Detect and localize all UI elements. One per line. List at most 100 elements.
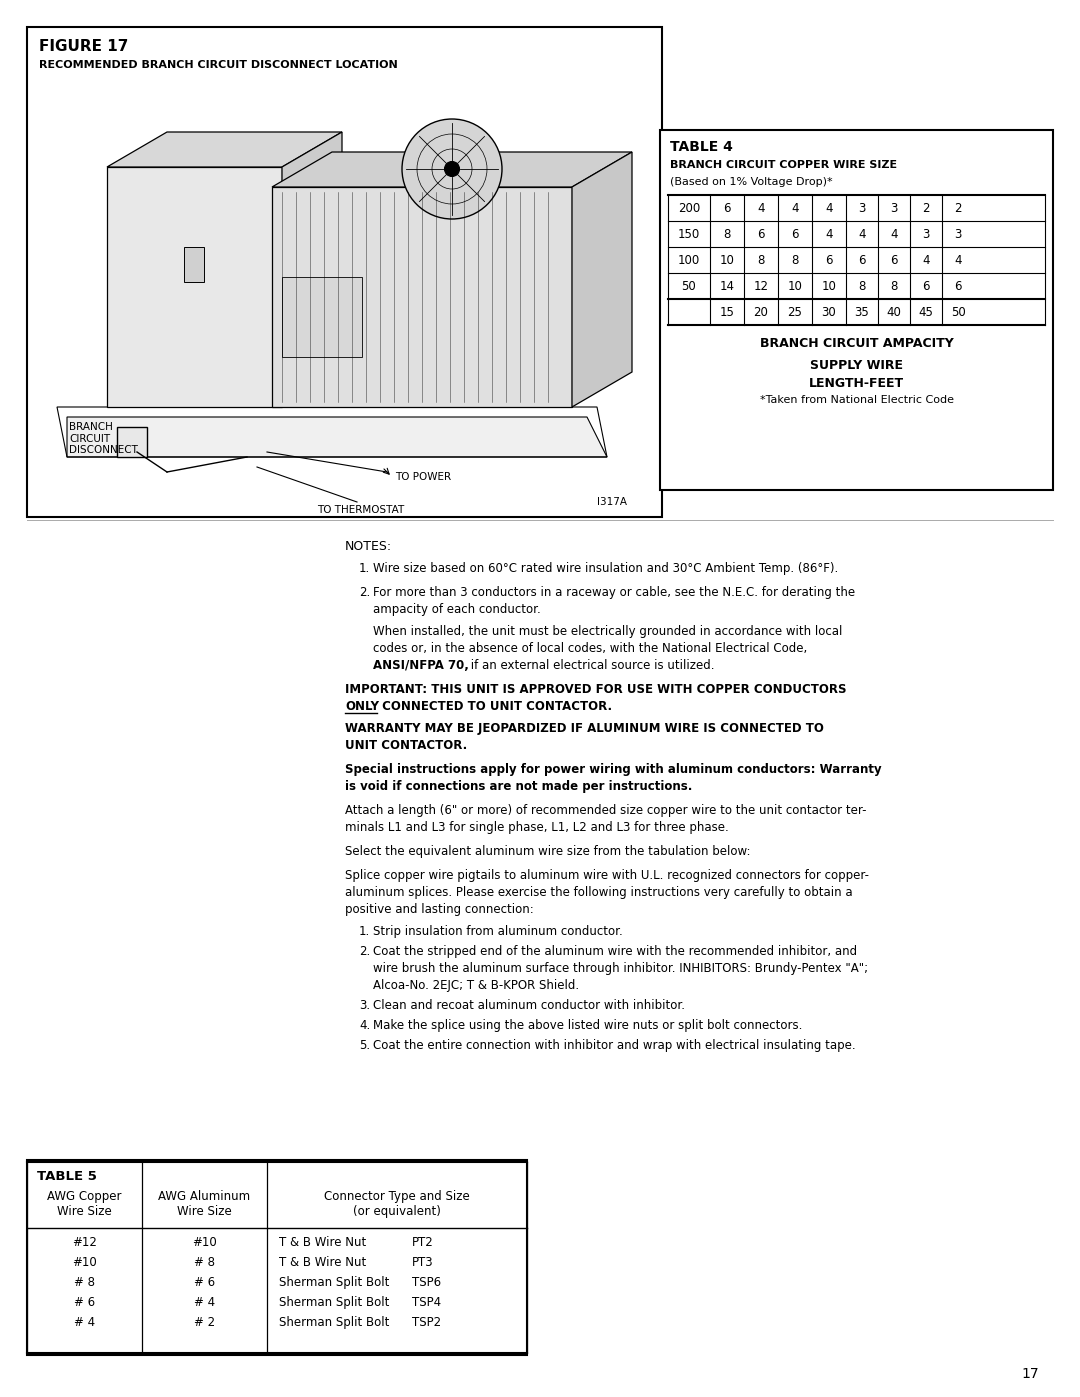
Text: Special instructions apply for power wiring with aluminum conductors: Warranty: Special instructions apply for power wir… <box>345 763 881 775</box>
Text: 4: 4 <box>859 228 866 240</box>
Text: is void if connections are not made per instructions.: is void if connections are not made per … <box>345 780 692 793</box>
Text: Wire size based on 60°C rated wire insulation and 30°C Ambient Temp. (86°F).: Wire size based on 60°C rated wire insul… <box>373 562 838 576</box>
Circle shape <box>445 162 459 176</box>
Text: 150: 150 <box>678 228 700 240</box>
Text: 6: 6 <box>890 253 897 267</box>
Text: 10: 10 <box>822 279 836 292</box>
Text: Clean and recoat aluminum conductor with inhibitor.: Clean and recoat aluminum conductor with… <box>373 999 685 1011</box>
Text: T & B Wire Nut: T & B Wire Nut <box>279 1256 366 1268</box>
Text: Sherman Split Bolt: Sherman Split Bolt <box>279 1296 390 1309</box>
Text: aluminum splices. Please exercise the following instructions very carefully to o: aluminum splices. Please exercise the fo… <box>345 886 852 900</box>
Text: When installed, the unit must be electrically grounded in accordance with local: When installed, the unit must be electri… <box>373 624 842 638</box>
Text: 2.: 2. <box>359 585 370 599</box>
Text: 4: 4 <box>955 253 962 267</box>
Text: # 2: # 2 <box>194 1316 215 1329</box>
Text: 10: 10 <box>719 253 734 267</box>
Text: SUPPLY WIRE: SUPPLY WIRE <box>810 359 903 372</box>
Text: 45: 45 <box>919 306 933 319</box>
Text: 6: 6 <box>859 253 866 267</box>
Text: Connector Type and Size
(or equivalent): Connector Type and Size (or equivalent) <box>324 1190 470 1218</box>
Text: 6: 6 <box>825 253 833 267</box>
Text: 2.: 2. <box>359 944 370 958</box>
Bar <box>117 427 147 457</box>
Text: 1.: 1. <box>359 925 370 937</box>
Text: 4: 4 <box>792 201 799 215</box>
Text: 3.: 3. <box>359 999 370 1011</box>
Text: CONNECTED TO UNIT CONTACTOR.: CONNECTED TO UNIT CONTACTOR. <box>378 700 612 712</box>
Text: PT2: PT2 <box>411 1236 434 1249</box>
Text: 6: 6 <box>922 279 930 292</box>
Text: 6: 6 <box>724 201 731 215</box>
Text: 6: 6 <box>792 228 799 240</box>
Text: I317A: I317A <box>597 497 627 507</box>
Polygon shape <box>67 416 607 457</box>
Text: WARRANTY MAY BE JEOPARDIZED IF ALUMINUM WIRE IS CONNECTED TO: WARRANTY MAY BE JEOPARDIZED IF ALUMINUM … <box>345 722 824 735</box>
Polygon shape <box>282 131 342 407</box>
Text: Sherman Split Bolt: Sherman Split Bolt <box>279 1316 390 1329</box>
Polygon shape <box>272 152 632 187</box>
Text: 200: 200 <box>678 201 700 215</box>
Text: 3: 3 <box>890 201 897 215</box>
Text: BRANCH CIRCUIT AMPACITY: BRANCH CIRCUIT AMPACITY <box>759 337 954 351</box>
Text: 6: 6 <box>757 228 765 240</box>
Text: IMPORTANT: THIS UNIT IS APPROVED FOR USE WITH COPPER CONDUCTORS: IMPORTANT: THIS UNIT IS APPROVED FOR USE… <box>345 683 847 696</box>
Text: TABLE 5: TABLE 5 <box>37 1171 97 1183</box>
Text: 4: 4 <box>757 201 765 215</box>
Text: positive and lasting connection:: positive and lasting connection: <box>345 902 534 916</box>
Text: # 4: # 4 <box>194 1296 215 1309</box>
Text: Strip insulation from aluminum conductor.: Strip insulation from aluminum conductor… <box>373 925 623 937</box>
Text: ampacity of each conductor.: ampacity of each conductor. <box>373 604 541 616</box>
Text: FIGURE 17: FIGURE 17 <box>39 39 129 54</box>
Text: # 6: # 6 <box>194 1275 215 1289</box>
Text: 40: 40 <box>887 306 902 319</box>
Text: 4: 4 <box>825 201 833 215</box>
Text: Attach a length (6" or more) of recommended size copper wire to the unit contact: Attach a length (6" or more) of recommen… <box>345 805 866 817</box>
Text: TABLE 4: TABLE 4 <box>670 140 733 154</box>
Text: 35: 35 <box>854 306 869 319</box>
Text: RECOMMENDED BRANCH CIRCUIT DISCONNECT LOCATION: RECOMMENDED BRANCH CIRCUIT DISCONNECT LO… <box>39 60 397 70</box>
Text: 30: 30 <box>822 306 836 319</box>
Text: ONLY: ONLY <box>345 700 379 712</box>
Text: AWG Aluminum
Wire Size: AWG Aluminum Wire Size <box>159 1190 251 1218</box>
Text: # 8: # 8 <box>194 1256 215 1268</box>
Text: (Based on 1% Voltage Drop)*: (Based on 1% Voltage Drop)* <box>670 177 833 187</box>
Text: BRANCH
CIRCUIT
DISCONNECT: BRANCH CIRCUIT DISCONNECT <box>69 422 138 455</box>
Text: 5.: 5. <box>359 1039 370 1052</box>
Text: Coat the stripped end of the aluminum wire with the recommended inhibitor, and: Coat the stripped end of the aluminum wi… <box>373 944 858 958</box>
Text: 2: 2 <box>922 201 930 215</box>
Text: #12: #12 <box>72 1236 97 1249</box>
Polygon shape <box>107 131 342 168</box>
Text: 17: 17 <box>1022 1368 1039 1382</box>
Text: Alcoa-No. 2EJC; T & B-KPOR Shield.: Alcoa-No. 2EJC; T & B-KPOR Shield. <box>373 979 579 992</box>
Bar <box>660 130 1053 490</box>
Bar <box>272 187 572 407</box>
Text: #10: #10 <box>192 1236 217 1249</box>
Text: *Taken from National Electric Code: *Taken from National Electric Code <box>759 395 954 405</box>
Text: 14: 14 <box>719 279 734 292</box>
Text: 8: 8 <box>890 279 897 292</box>
Text: minals L1 and L3 for single phase, L1, L2 and L3 for three phase.: minals L1 and L3 for single phase, L1, L… <box>345 821 729 834</box>
Text: 20: 20 <box>754 306 769 319</box>
Text: Make the splice using the above listed wire nuts or split bolt connectors.: Make the splice using the above listed w… <box>373 1018 802 1032</box>
Text: 50: 50 <box>950 306 966 319</box>
Text: 2: 2 <box>955 201 962 215</box>
Text: 15: 15 <box>719 306 734 319</box>
Text: 3: 3 <box>955 228 961 240</box>
Text: 8: 8 <box>792 253 799 267</box>
Text: #10: #10 <box>72 1256 97 1268</box>
Bar <box>27 27 662 517</box>
Polygon shape <box>572 152 632 407</box>
Text: LENGTH-FEET: LENGTH-FEET <box>809 377 904 390</box>
Text: 25: 25 <box>787 306 802 319</box>
Bar <box>27 1160 527 1355</box>
Text: 6: 6 <box>955 279 962 292</box>
Text: 12: 12 <box>754 279 769 292</box>
Text: 3: 3 <box>859 201 866 215</box>
Text: wire brush the aluminum surface through inhibitor. INHIBITORS: Brundy-Pentex "A": wire brush the aluminum surface through … <box>373 963 868 975</box>
Text: TSP2: TSP2 <box>411 1316 441 1329</box>
Text: AWG Copper
Wire Size: AWG Copper Wire Size <box>48 1190 122 1218</box>
Text: 50: 50 <box>681 279 697 292</box>
Text: 4: 4 <box>922 253 930 267</box>
Text: ANSI/NFPA 70,: ANSI/NFPA 70, <box>373 659 469 672</box>
Text: # 4: # 4 <box>73 1316 95 1329</box>
